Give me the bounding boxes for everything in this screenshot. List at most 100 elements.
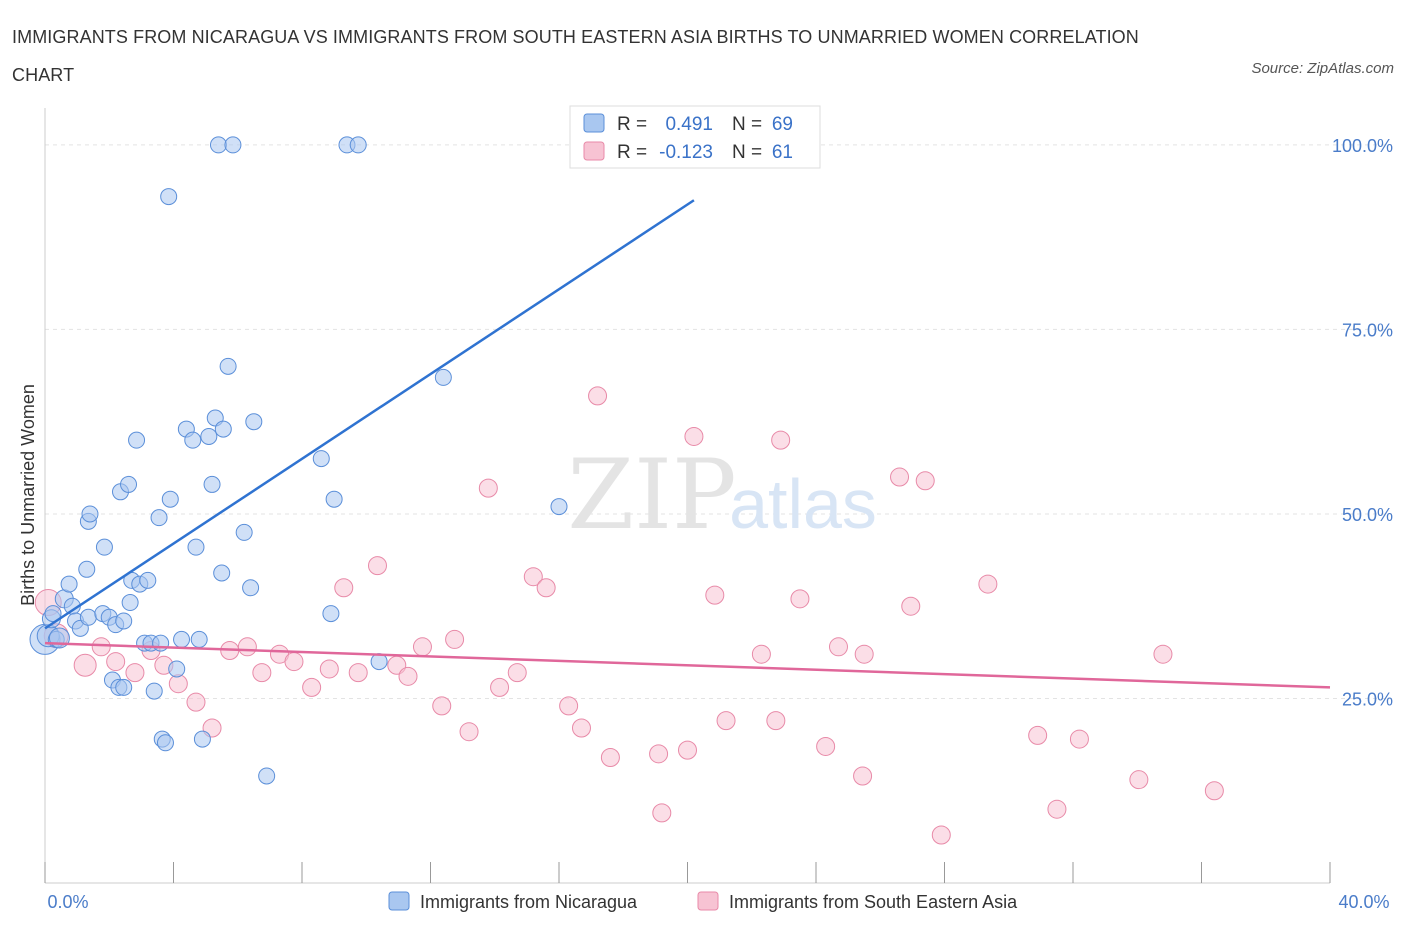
south-eastern-asia-trend-line: [44, 641, 1331, 689]
blue-data-point: [190, 630, 208, 648]
pink-data-point: [1047, 799, 1067, 819]
pink-data-point: [367, 556, 387, 576]
blue-data-point: [322, 605, 340, 623]
pink-data-point: [978, 574, 998, 594]
blue-data-point: [213, 564, 231, 582]
pink-data-point: [854, 644, 874, 664]
blue-data-point: [235, 523, 253, 541]
blue-data-point: [203, 475, 221, 493]
pink-data-point: [284, 652, 304, 672]
stats-blue-n-value: 69: [772, 114, 793, 135]
blue-data-point: [145, 682, 163, 700]
blue-data-point: [128, 431, 146, 449]
pink-data-point: [412, 637, 432, 657]
stats-blue-r-label: R =: [617, 114, 647, 135]
y-tick-label-25: 25.0%: [1342, 689, 1393, 709]
y-tick-label-50: 50.0%: [1342, 505, 1393, 525]
pink-data-point: [853, 766, 873, 786]
trend-lines: [44, 199, 1331, 689]
blue-data-point: [95, 538, 113, 556]
chart-source: Source: ZipAtlas.com: [1251, 60, 1394, 77]
pink-data-point: [478, 478, 498, 498]
axes: [44, 108, 1331, 884]
pink-data-point: [319, 659, 339, 679]
stats-box: R = 0.491 N = 69 R = -0.123 N = 61: [569, 105, 821, 169]
pink-data-point: [678, 740, 697, 760]
pink-data-point: [790, 589, 810, 609]
pink-data-point: [890, 467, 910, 487]
y-tick-labels: 25.0% 50.0% 75.0% 100.0%: [1332, 136, 1393, 710]
pink-data-point: [507, 663, 527, 683]
pink-data-point: [828, 637, 848, 657]
stats-pink-swatch: [583, 141, 605, 161]
pink-data-point: [459, 722, 479, 742]
series-nicaragua-points: [29, 136, 597, 785]
pink-data-point: [334, 578, 354, 598]
pink-data-point: [536, 578, 556, 598]
x-tick-label-max: 40.0%: [1338, 892, 1389, 912]
pink-data-point: [106, 652, 126, 672]
pink-data-point: [125, 663, 145, 683]
legend-south-eastern-asia-swatch: [697, 891, 719, 911]
pink-data-point: [1129, 770, 1149, 790]
pink-data-point: [1028, 725, 1048, 745]
pink-data-point: [652, 803, 672, 823]
watermark-atlas: atlas: [729, 465, 877, 543]
blue-data-point: [349, 136, 367, 154]
pink-data-point: [445, 629, 465, 649]
pink-data-point: [705, 585, 725, 605]
x-tick-label-min: 0.0%: [47, 892, 88, 912]
legend-nicaragua-swatch: [388, 891, 410, 911]
watermark-zip: ZIP: [567, 439, 736, 551]
stats-pink-r-label: R =: [617, 142, 647, 163]
legend-south-eastern-asia-label: Immigrants from South Eastern Asia: [729, 892, 1018, 912]
stats-pink-r-value: -0.123: [659, 142, 713, 163]
pink-data-point: [684, 426, 704, 446]
blue-data-point: [312, 450, 330, 468]
stats-blue-n-label: N =: [732, 114, 762, 135]
chart-title: IMMIGRANTS FROM NICARAGUA VS IMMIGRANTS …: [12, 27, 1139, 85]
blue-data-point: [161, 490, 179, 508]
pink-data-point: [186, 692, 206, 712]
pink-data-point: [168, 674, 188, 694]
blue-data-point: [258, 767, 276, 785]
blue-data-point: [60, 575, 78, 593]
pink-data-point: [398, 666, 418, 686]
blue-data-point: [214, 420, 232, 438]
pink-data-point: [751, 644, 771, 664]
stats-pink-n-value: 61: [772, 142, 793, 163]
blue-data-point: [224, 136, 242, 154]
blue-data-point: [115, 612, 133, 630]
blue-data-point: [121, 594, 139, 612]
pink-data-point: [73, 653, 97, 677]
pink-data-point: [766, 711, 786, 731]
pink-data-point: [931, 825, 951, 845]
pink-data-point: [237, 637, 257, 657]
nicaragua-trend-line: [44, 199, 695, 630]
blue-data-point: [168, 660, 186, 678]
blue-data-point: [81, 505, 99, 523]
y-tick-label-75: 75.0%: [1342, 320, 1393, 340]
blue-data-point: [152, 634, 170, 652]
pink-data-point: [1204, 781, 1224, 801]
blue-data-point: [156, 734, 174, 752]
blue-data-point: [219, 357, 237, 375]
pink-data-point: [91, 637, 111, 657]
pink-data-point: [600, 748, 620, 768]
pink-data-point: [588, 386, 608, 406]
pink-data-point: [1153, 644, 1173, 664]
blue-data-point: [78, 560, 96, 578]
stats-blue-swatch: [583, 113, 605, 133]
blue-data-point: [242, 579, 260, 597]
blue-data-point: [115, 678, 133, 696]
pink-data-point: [915, 471, 935, 491]
blue-data-point: [184, 431, 202, 449]
pink-data-point: [523, 567, 543, 587]
pink-data-point: [559, 696, 579, 716]
blue-data-point: [550, 498, 568, 516]
blue-data-point: [139, 571, 157, 589]
blue-data-point: [187, 538, 205, 556]
pink-data-point: [649, 744, 669, 764]
pink-data-point: [771, 430, 791, 450]
